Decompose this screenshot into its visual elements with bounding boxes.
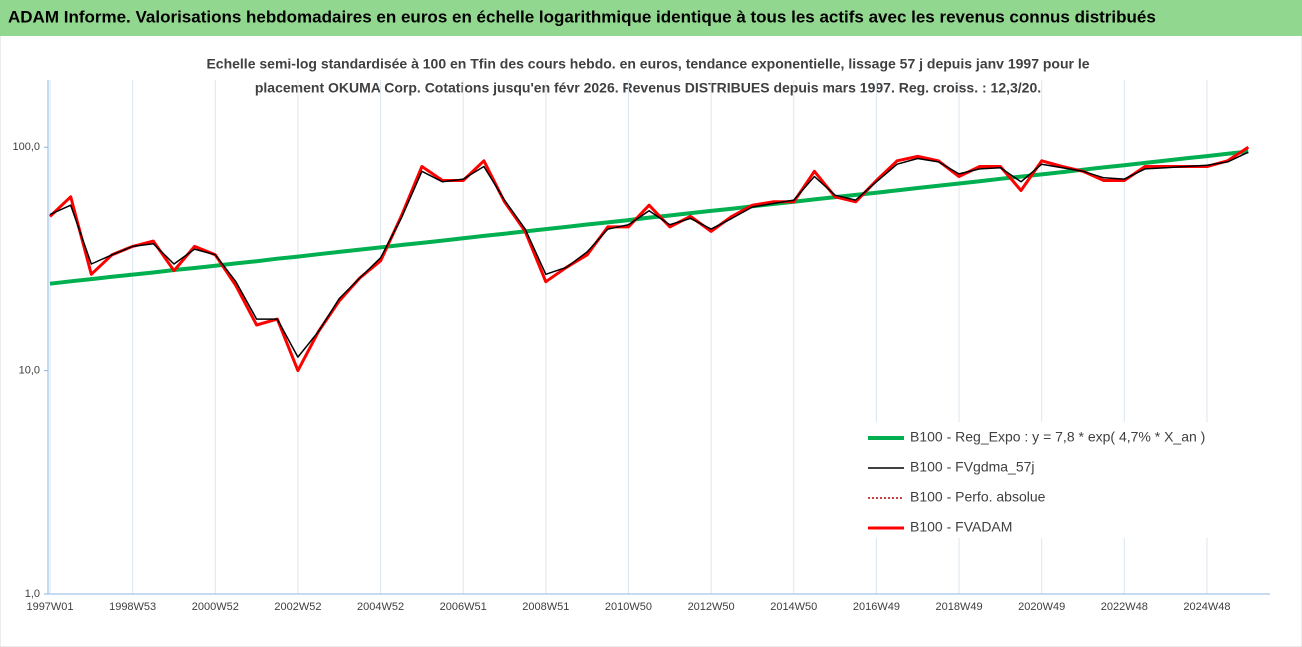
x-tick-label: 2016W49	[853, 601, 900, 613]
chart-title: ADAM Informe. Valorisations hebdomadaire…	[8, 7, 1156, 26]
x-tick-label: 2024W48	[1183, 601, 1230, 613]
x-tick-label: 1998W53	[109, 601, 156, 613]
data-line	[49, 151, 1249, 358]
data-line	[48, 145, 1250, 373]
legend-label: B100 - Perfo. absolue	[910, 489, 1046, 505]
x-tick-label: 2018W49	[935, 601, 982, 613]
legend-label: B100 - FVgdma_57j	[910, 459, 1035, 475]
y-tick-label: 1,0	[25, 588, 40, 600]
title-bar	[0, 0, 1302, 36]
x-tick-label: 2008W51	[522, 601, 569, 613]
subtitle: placement OKUMA Corp. Cotations jusqu'en…	[255, 80, 1041, 96]
legend-label: B100 - FVADAM	[910, 519, 1012, 535]
x-tick-label: 2004W52	[357, 601, 404, 613]
x-tick-label: 2022W48	[1101, 601, 1148, 613]
data-line	[49, 149, 1249, 286]
x-tick-label: 2010W50	[605, 601, 652, 613]
x-tick-label: 2006W51	[440, 601, 487, 613]
x-tick-label: 1997W01	[26, 601, 73, 613]
legend	[862, 422, 1234, 538]
x-tick-label: 2014W50	[770, 601, 817, 613]
x-tick-label: 2002W52	[274, 601, 321, 613]
subtitle: Echelle semi-log standardisée à 100 en T…	[206, 56, 1089, 72]
x-tick-label: 2020W49	[1018, 601, 1065, 613]
legend-label: B100 - Reg_Expo : y = 7,8 * exp( 4,7% * …	[910, 429, 1205, 445]
x-tick-label: 2012W50	[688, 601, 735, 613]
y-tick-label: 10,0	[19, 365, 40, 377]
x-tick-label: 2000W52	[192, 601, 239, 613]
y-tick-label: 100,0	[12, 141, 40, 153]
